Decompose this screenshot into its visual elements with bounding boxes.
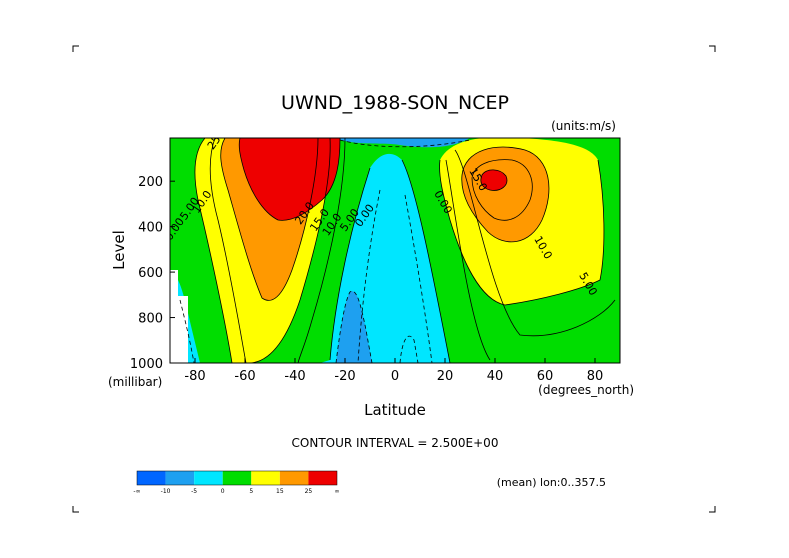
- y-tick-label: 1000: [130, 357, 163, 372]
- northern-jet-25: [480, 169, 507, 191]
- southern-jet-25: [239, 138, 340, 221]
- legend-swatch: [251, 471, 280, 485]
- legend-label: -10: [161, 488, 171, 495]
- chart-title: UWND_1988-SON_NCEP: [281, 92, 509, 114]
- legend-label: ∞: [335, 488, 340, 495]
- surface-easterlies: [336, 291, 372, 363]
- x-axis: -80 -60 -40 -20 0 20 40 60 80: [184, 358, 603, 384]
- y-unit-label: (millibar): [108, 375, 162, 389]
- legend-frame: [136, 470, 338, 486]
- legend-swatch: [222, 471, 252, 485]
- contour-plot-area: [170, 138, 620, 363]
- x-tick-label: -20: [334, 369, 355, 384]
- mean-text: (mean) lon:0..357.5: [497, 476, 606, 489]
- x-tick-label: 40: [487, 369, 504, 384]
- legend-label: 25: [305, 488, 313, 495]
- y-tick-label: 400: [138, 221, 163, 236]
- legend-label: -5: [191, 488, 197, 495]
- y-tick-label: 800: [138, 312, 163, 327]
- color-legend: -∞ -10 -5 0 5 15 25 ∞: [133, 470, 340, 495]
- missing-data: [170, 296, 188, 363]
- negative-contour-lines: [179, 139, 471, 363]
- y-tick-label: 200: [138, 175, 163, 190]
- x-tick-label: -80: [184, 369, 205, 384]
- corner-marks: [72, 45, 716, 513]
- y-axis: 200 400 600 800 1000: [130, 175, 175, 372]
- y-tick-label: 600: [138, 266, 163, 281]
- x-tick-label: 60: [537, 369, 554, 384]
- x-tick-label: 0: [391, 369, 399, 384]
- legend-swatch: [137, 471, 166, 485]
- legend-swatch: [308, 471, 337, 485]
- northern-jet-15: [461, 147, 549, 242]
- legend-label: 15: [276, 488, 284, 495]
- y-axis-label: Level: [110, 230, 128, 270]
- x-axis-label: Latitude: [364, 401, 426, 419]
- x-tick-label: 80: [587, 369, 604, 384]
- x-tick-label: -60: [234, 369, 255, 384]
- missing-data: [170, 270, 178, 296]
- x-tick-label: -40: [284, 369, 305, 384]
- contour-interval-text: CONTOUR INTERVAL = 2.500E+00: [292, 436, 499, 450]
- contour-lines: [194, 138, 616, 363]
- legend-swatch: [165, 471, 195, 485]
- legend-swatch: [279, 471, 309, 485]
- x-tick-label: 20: [437, 369, 454, 384]
- legend-swatch: [194, 471, 223, 485]
- upper-easterlies: [335, 138, 470, 148]
- x-unit-label: (degrees_north): [538, 383, 634, 397]
- units-label: (units:m/s): [551, 119, 616, 133]
- legend-label: 0: [221, 488, 225, 495]
- legend-label: -∞: [133, 488, 140, 495]
- legend-label: 5: [249, 488, 253, 495]
